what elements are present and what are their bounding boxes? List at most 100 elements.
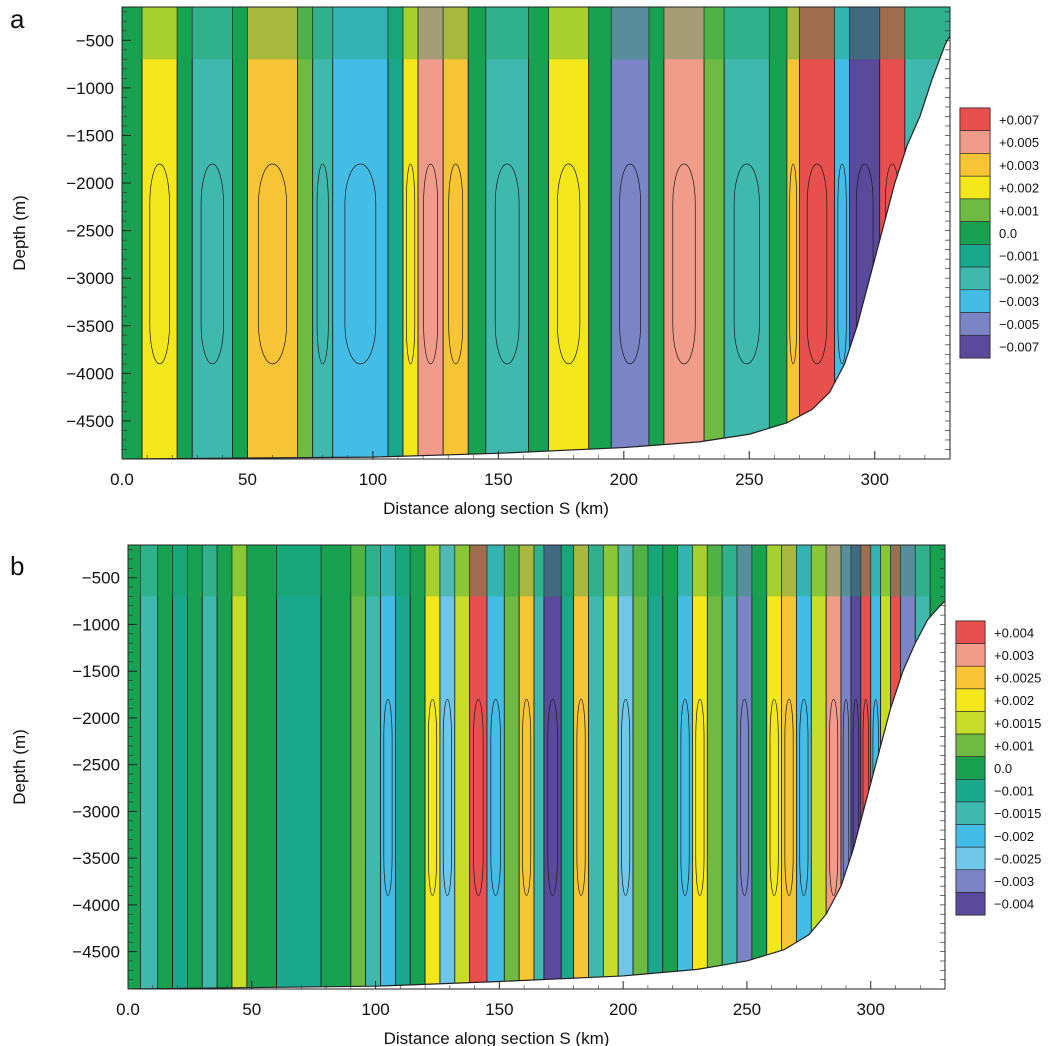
x-tick-label: 100 (361, 1000, 389, 1019)
panel-b: b −500 −1000 −1500 −2000 −2500 −3000 −3500 −4000… (0, 523, 1057, 1046)
contour-cell (503, 545, 520, 989)
y-tick-label: −500 (76, 31, 114, 50)
legend-swatch (955, 869, 986, 893)
y-tick-label: −1000 (72, 615, 120, 634)
contour-cell (424, 545, 441, 989)
legend-label: +0.001 (999, 203, 1039, 218)
legend-swatch (955, 733, 986, 757)
contour-cell (176, 7, 193, 459)
contour-cell (786, 7, 800, 459)
contour-cell (723, 7, 770, 459)
contour-cell (128, 545, 141, 989)
contour-cell (409, 545, 426, 989)
x-tick-label: 0.0 (110, 470, 134, 489)
contour-cell (588, 545, 604, 989)
contour-cell (736, 545, 753, 989)
legend-label: −0.0025 (994, 851, 1041, 866)
contour-cell (573, 545, 589, 989)
contour-cell (560, 545, 575, 989)
contour-core (423, 163, 438, 365)
contour-core (149, 163, 170, 365)
contour-cell (485, 7, 529, 459)
legend-label: −0.004 (994, 897, 1034, 912)
legend-swatch (959, 289, 991, 313)
plot-area (128, 545, 945, 989)
contour-core (672, 163, 696, 365)
contour-core (258, 163, 287, 365)
contour-core (829, 698, 839, 896)
legend-swatch (955, 688, 986, 712)
legend-swatch (959, 198, 991, 222)
contour-cell (191, 7, 233, 459)
contour-core (316, 163, 329, 365)
contour-core (621, 698, 631, 896)
y-tick-label: −2500 (72, 756, 120, 775)
contour-cell (402, 7, 419, 459)
panel-label: a (10, 4, 25, 34)
contour-cell (201, 545, 218, 989)
contour-core (806, 163, 828, 365)
contour-cell (796, 545, 812, 989)
contour-core (695, 698, 705, 896)
contour-cell (380, 545, 396, 989)
legend-label: −0.002 (994, 829, 1034, 844)
legend-label: −0.001 (994, 784, 1034, 799)
legend-label: −0.002 (999, 271, 1039, 286)
contour-cell (469, 545, 488, 989)
contour-cell (751, 545, 768, 989)
legend-label: +0.003 (999, 158, 1039, 173)
legend-swatch (955, 756, 986, 780)
contour-cell (543, 545, 562, 989)
contour-core (448, 163, 464, 365)
contour-cell (518, 545, 535, 989)
y-tick-label: −3000 (72, 802, 120, 821)
panel-a: a −500 −1000 −1500 −2000 −2500 −3000 −3500 −4000… (10, 4, 1039, 518)
contour-core (344, 163, 377, 365)
legend-swatch (955, 779, 986, 803)
contour-cell (602, 545, 619, 989)
contour-core (200, 163, 224, 365)
x-tick-label: 0.0 (116, 1000, 140, 1019)
contour-cell (231, 545, 248, 989)
contour-cell (231, 7, 248, 459)
contour-core (837, 163, 847, 365)
legend-label: +0.0015 (994, 716, 1041, 731)
contour-core (494, 163, 520, 365)
contour-core (680, 698, 690, 896)
contour-core (547, 698, 558, 896)
contour-cell (187, 545, 203, 989)
contour-core (799, 698, 809, 896)
legend-swatch (955, 665, 986, 690)
plot-area (122, 7, 950, 459)
legend-label: −0.005 (999, 317, 1039, 332)
legend-label: −0.003 (994, 874, 1034, 889)
x-tick-label: 300 (861, 470, 889, 489)
contour-cell (297, 7, 314, 459)
legend-swatch (959, 130, 991, 154)
legend-swatch (959, 266, 991, 291)
y-tick-label: −2000 (66, 174, 114, 193)
contour-cell (617, 545, 634, 989)
chart-a: a −500 −1000 −1500 −2000 −2500 −3000 −3500 −4000… (10, 4, 1039, 518)
legend-swatch (955, 643, 986, 667)
legend-swatch (955, 801, 986, 825)
legend-label: +0.002 (999, 181, 1039, 196)
legend-swatch (955, 846, 986, 871)
y-tick-label: −1500 (72, 662, 120, 681)
contour-core (405, 163, 416, 365)
seafloor-line (128, 600, 945, 989)
legend-swatch (955, 824, 986, 848)
legend-label: 0.0 (999, 226, 1017, 241)
contour-cell (528, 7, 549, 459)
contour-cell (216, 545, 233, 989)
contour-cell (533, 545, 545, 989)
y-tick-label: −4500 (66, 412, 114, 431)
legend-swatch (959, 221, 991, 245)
contour-core (784, 698, 794, 896)
contour-cell (768, 7, 788, 459)
contour-cell (799, 7, 835, 459)
legend-label: −0.001 (999, 249, 1039, 264)
contour-cell (320, 545, 352, 989)
x-tick-label: 250 (735, 470, 763, 489)
y-tick-label: −4500 (72, 943, 120, 962)
